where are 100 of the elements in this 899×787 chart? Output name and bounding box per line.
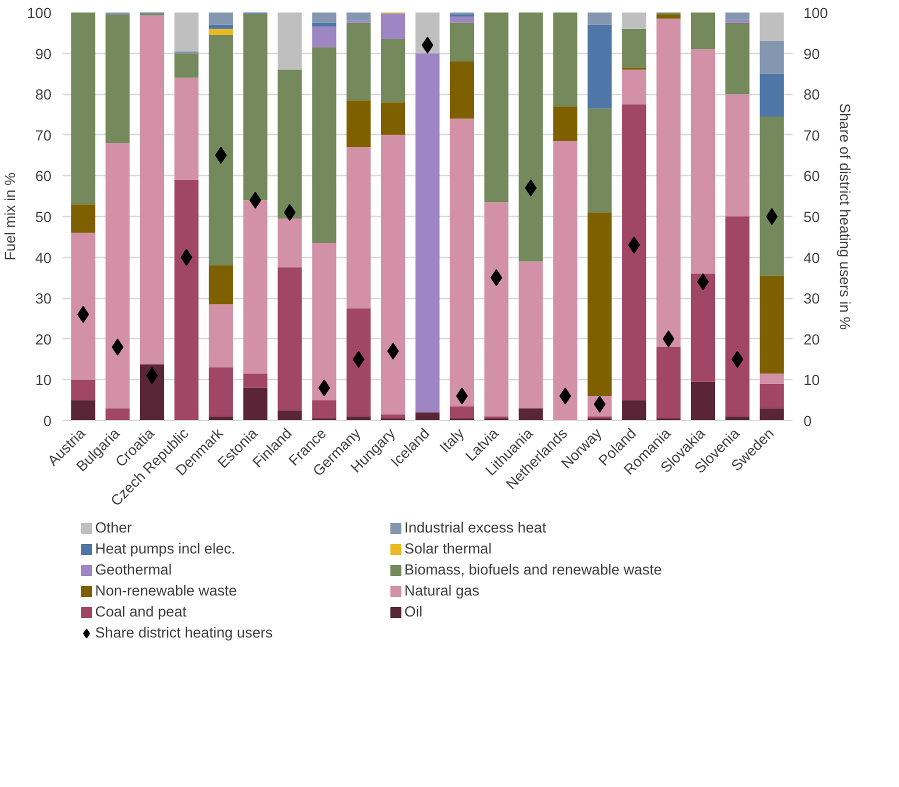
y2-tick-label: 90: [804, 46, 820, 63]
bar: [243, 200, 268, 374]
bar: [71, 380, 96, 400]
bar: [690, 274, 716, 382]
y2-tick-label: 20: [804, 332, 820, 348]
bar: [278, 70, 302, 219]
y-tick-label: 0: [43, 414, 52, 430]
bar: [208, 304, 233, 368]
legend-label: Non-renewable waste: [95, 584, 237, 600]
bar: [760, 276, 784, 374]
y2-tick-label: 80: [804, 88, 820, 104]
bar: [760, 374, 784, 384]
bar: [450, 16, 474, 23]
bar: [243, 388, 268, 420]
bar: [381, 102, 406, 135]
y-tick-label: 30: [35, 292, 52, 308]
bar: [690, 49, 716, 274]
bar: [690, 12, 716, 50]
bar: [415, 53, 440, 412]
bar: [140, 15, 164, 364]
bar: [71, 400, 96, 420]
legend-label: Solar thermal: [404, 542, 492, 558]
legend-label: Biomass, biofuels and renewable waste: [404, 562, 662, 578]
bar: [71, 12, 96, 204]
y2-axis-title: Share of district heating users in %: [836, 103, 852, 330]
bar: [725, 94, 750, 216]
bar: [760, 384, 784, 408]
bar: [588, 108, 612, 212]
y2-tick-label: 60: [804, 169, 820, 186]
bar: [71, 204, 96, 233]
bar: [312, 47, 336, 244]
bar: [106, 14, 130, 144]
bar: [71, 232, 96, 380]
bar: [656, 347, 681, 418]
bar: [381, 134, 406, 414]
bar: [106, 143, 130, 408]
bar: [760, 116, 784, 276]
bar: [518, 12, 543, 262]
bar: [312, 400, 336, 418]
bar: [106, 408, 130, 420]
y-tick-label: 60: [35, 169, 52, 186]
bar: [760, 12, 784, 42]
y-tick-label: 20: [35, 332, 52, 348]
bar: [140, 364, 164, 420]
bar: [656, 18, 681, 348]
bar: [312, 243, 336, 400]
bar: [346, 12, 371, 21]
bar: [622, 70, 646, 104]
point: [524, 179, 537, 196]
bar: [381, 39, 406, 102]
bar: [622, 400, 646, 420]
bar: [312, 12, 336, 23]
bar: [588, 24, 612, 108]
bar: [690, 382, 716, 420]
bar: [278, 268, 302, 410]
bar: [588, 12, 612, 25]
bar: [208, 24, 233, 29]
y2-tick-label: 0: [804, 414, 812, 430]
bar: [243, 14, 268, 200]
bar: [450, 406, 474, 418]
bar: [312, 22, 336, 27]
y2-tick-label: 10: [804, 373, 820, 390]
bar: [450, 22, 474, 62]
point: [249, 192, 262, 209]
bar: [622, 28, 646, 68]
legend-label: Coal and peat: [95, 604, 186, 620]
bar: [725, 216, 750, 416]
bar: [415, 412, 440, 420]
y2-tick-label: 100: [804, 6, 828, 22]
bar: [208, 12, 233, 25]
bar: [346, 22, 371, 100]
bar: [174, 78, 199, 180]
bar: [553, 106, 578, 142]
bar: [588, 212, 612, 396]
bar: [760, 74, 784, 117]
legend-label: Heat pumps incl elec.: [95, 542, 236, 558]
y2-tick-label: 70: [804, 128, 820, 144]
bar: [518, 408, 543, 420]
bar: [622, 104, 646, 400]
bar: [760, 408, 784, 420]
legend-label: Industrial excess heat: [404, 520, 546, 536]
bar: [278, 218, 302, 268]
bar: [484, 202, 508, 416]
bar: [450, 61, 474, 119]
bar: [553, 141, 578, 420]
point: [284, 204, 296, 221]
legend-label: Natural gas: [404, 584, 480, 600]
bar: [174, 53, 199, 78]
bar: [553, 12, 578, 106]
legend-label: Geothermal: [95, 562, 172, 578]
point: [318, 379, 330, 396]
y2-tick-label: 50: [804, 210, 820, 226]
bar: [346, 308, 371, 416]
bar: [243, 374, 268, 388]
bar: [450, 118, 474, 406]
bar: [484, 12, 508, 202]
bar: [518, 261, 543, 408]
y-tick-label: 50: [35, 210, 52, 226]
y-tick-label: 80: [35, 88, 52, 104]
bar: [381, 13, 406, 40]
